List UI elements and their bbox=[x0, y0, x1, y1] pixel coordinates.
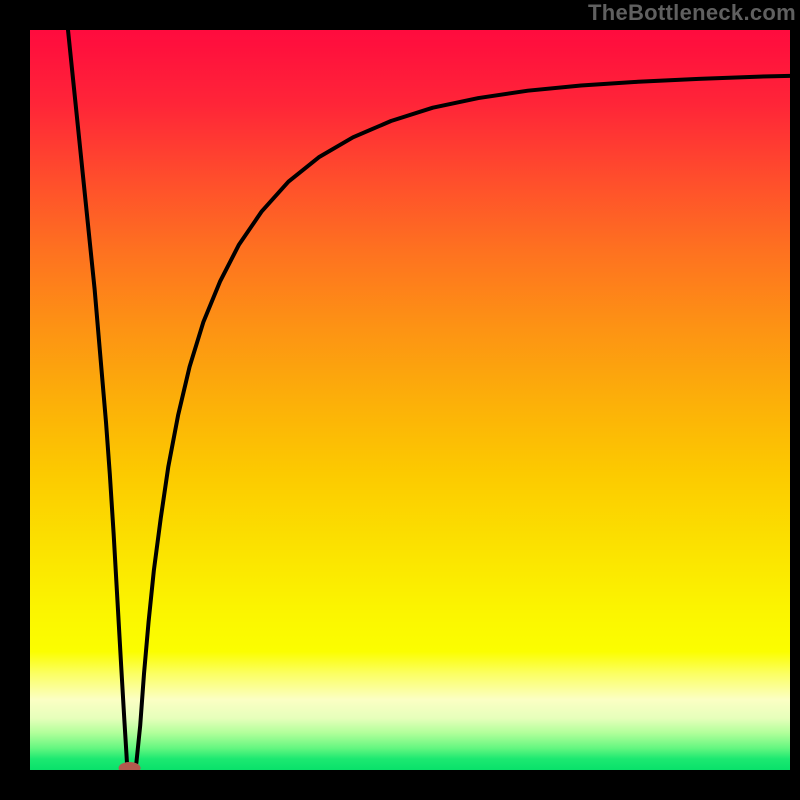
chart-frame: TheBottleneck.com bbox=[0, 0, 800, 800]
curve-path bbox=[68, 30, 790, 770]
bottleneck-curve bbox=[30, 30, 790, 770]
watermark-text: TheBottleneck.com bbox=[588, 0, 796, 26]
plot-area bbox=[30, 30, 790, 770]
